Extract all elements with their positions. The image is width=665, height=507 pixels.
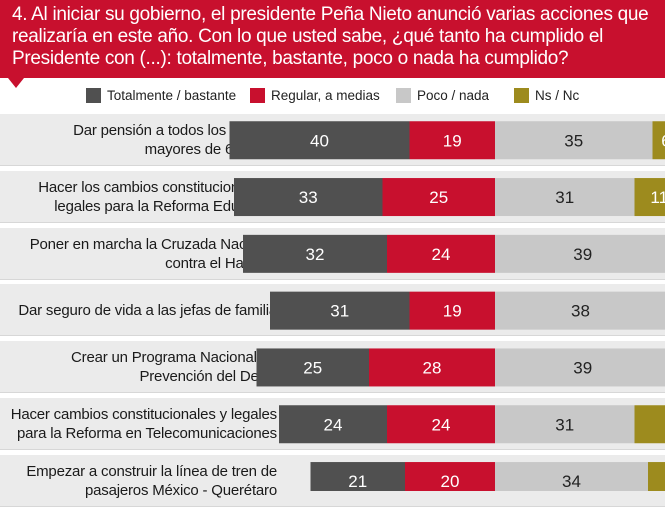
bar-value-label: 31 xyxy=(555,188,574,207)
bar-value-label: 24 xyxy=(432,415,451,434)
bar-value-label: 32 xyxy=(306,245,325,264)
bar-value-label: 24 xyxy=(432,245,451,264)
bar-value-label: 40 xyxy=(310,131,329,150)
bar-segment xyxy=(648,462,665,491)
bar-value-label: 34 xyxy=(562,472,581,491)
bar-value-label: 24 xyxy=(324,415,343,434)
bar-value-label: 19 xyxy=(443,131,462,150)
bar-value-label: 11 xyxy=(650,188,665,207)
bar-value-label: 31 xyxy=(330,302,349,321)
bar-value-label: 25 xyxy=(429,188,448,207)
bar-value-label: 31 xyxy=(555,415,574,434)
bar-value-label: 39 xyxy=(573,358,592,377)
bar-value-label: 33 xyxy=(299,188,318,207)
stacked-bar-chart: 4019356332531113224395311938122528398242… xyxy=(0,0,665,491)
bar-segment xyxy=(635,405,665,443)
bar-value-label: 38 xyxy=(571,302,590,321)
bar-value-label: 25 xyxy=(303,358,322,377)
bar-value-label: 20 xyxy=(441,472,460,491)
bar-value-label: 28 xyxy=(423,358,442,377)
bar-value-label: 35 xyxy=(564,131,583,150)
bar-value-label: 6 xyxy=(661,131,665,150)
bar-value-label: 21 xyxy=(348,472,367,491)
bar-value-label: 39 xyxy=(573,245,592,264)
bar-value-label: 19 xyxy=(443,302,462,321)
